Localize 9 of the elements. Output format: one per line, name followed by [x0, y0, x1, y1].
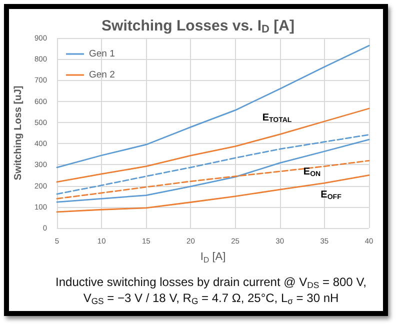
- line-series: [56, 44, 370, 168]
- line-series: [56, 160, 370, 200]
- legend-label: Gen 2: [89, 70, 115, 80]
- text: Inductive switching losses by drain current @ V$_{DS}$ = 800 V, V$_{GS}$ = −3 V / 18 V, R$_{G}$ = 4.7 Ω, 25°C, L$_{σ}$ = 30 nH: [56, 275, 366, 306]
- y-axis-title: Switching Loss [uJ]: [13, 86, 24, 180]
- legend-label: Gen 1: [89, 48, 115, 60]
- line-series: [56, 138, 370, 203]
- line-series: [56, 174, 370, 213]
- line-series: [56, 108, 370, 183]
